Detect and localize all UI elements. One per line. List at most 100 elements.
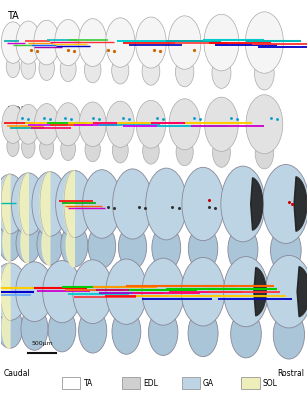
Ellipse shape xyxy=(181,258,225,326)
Polygon shape xyxy=(254,268,266,316)
Ellipse shape xyxy=(0,263,28,320)
Ellipse shape xyxy=(255,138,274,169)
Ellipse shape xyxy=(143,138,159,164)
Ellipse shape xyxy=(188,226,218,272)
Ellipse shape xyxy=(7,136,19,156)
Ellipse shape xyxy=(16,262,53,322)
Ellipse shape xyxy=(212,57,231,88)
Ellipse shape xyxy=(246,95,283,154)
Ellipse shape xyxy=(83,170,121,238)
Ellipse shape xyxy=(55,103,81,146)
Ellipse shape xyxy=(112,309,141,354)
Ellipse shape xyxy=(11,173,45,235)
Ellipse shape xyxy=(148,309,178,356)
Ellipse shape xyxy=(176,138,193,166)
Ellipse shape xyxy=(228,226,258,273)
Ellipse shape xyxy=(205,97,238,151)
Ellipse shape xyxy=(32,172,67,236)
Ellipse shape xyxy=(48,308,76,352)
Ellipse shape xyxy=(146,168,187,240)
Ellipse shape xyxy=(142,258,184,325)
Polygon shape xyxy=(2,307,10,348)
FancyBboxPatch shape xyxy=(182,377,200,389)
Ellipse shape xyxy=(221,166,265,242)
Ellipse shape xyxy=(113,169,152,239)
Ellipse shape xyxy=(213,138,230,167)
Ellipse shape xyxy=(119,225,147,269)
Ellipse shape xyxy=(255,57,274,90)
FancyBboxPatch shape xyxy=(241,377,260,389)
Ellipse shape xyxy=(61,137,75,160)
Ellipse shape xyxy=(60,56,76,82)
Ellipse shape xyxy=(245,12,283,73)
Ellipse shape xyxy=(142,57,160,85)
Text: SOL: SOL xyxy=(263,379,278,388)
Polygon shape xyxy=(294,177,307,231)
Ellipse shape xyxy=(265,256,308,328)
Text: TA: TA xyxy=(7,11,18,21)
Ellipse shape xyxy=(112,138,128,163)
Text: EDL: EDL xyxy=(7,106,26,116)
Ellipse shape xyxy=(37,224,63,265)
Ellipse shape xyxy=(231,310,261,358)
Ellipse shape xyxy=(21,55,36,79)
Text: 500μm: 500μm xyxy=(31,341,53,346)
Ellipse shape xyxy=(1,22,25,63)
Ellipse shape xyxy=(34,20,59,65)
Ellipse shape xyxy=(273,310,305,359)
Ellipse shape xyxy=(79,102,106,146)
Text: TA: TA xyxy=(83,379,93,388)
Ellipse shape xyxy=(106,101,134,147)
Polygon shape xyxy=(19,173,28,235)
Ellipse shape xyxy=(0,307,23,348)
Ellipse shape xyxy=(17,104,40,144)
FancyBboxPatch shape xyxy=(62,377,80,389)
Ellipse shape xyxy=(55,20,82,66)
Ellipse shape xyxy=(169,99,200,150)
Ellipse shape xyxy=(79,308,107,353)
Ellipse shape xyxy=(168,16,201,69)
Text: Caudal: Caudal xyxy=(4,370,30,378)
Ellipse shape xyxy=(188,310,218,357)
Ellipse shape xyxy=(84,56,101,83)
Polygon shape xyxy=(251,178,263,230)
Ellipse shape xyxy=(88,224,116,268)
Ellipse shape xyxy=(204,14,239,71)
Polygon shape xyxy=(3,223,10,261)
Polygon shape xyxy=(40,172,50,236)
Ellipse shape xyxy=(2,105,24,143)
Polygon shape xyxy=(42,224,50,265)
Polygon shape xyxy=(64,170,74,238)
Ellipse shape xyxy=(182,167,224,241)
Ellipse shape xyxy=(43,260,81,323)
Polygon shape xyxy=(21,223,28,263)
Ellipse shape xyxy=(262,164,308,244)
Ellipse shape xyxy=(136,100,166,148)
Ellipse shape xyxy=(224,257,268,327)
Ellipse shape xyxy=(0,223,22,261)
Ellipse shape xyxy=(22,136,35,158)
Ellipse shape xyxy=(176,57,194,87)
Text: EDL: EDL xyxy=(143,379,158,388)
Ellipse shape xyxy=(16,223,41,263)
Ellipse shape xyxy=(79,19,107,66)
Ellipse shape xyxy=(55,170,93,238)
Ellipse shape xyxy=(106,259,147,324)
Text: GA: GA xyxy=(7,278,21,288)
Text: GA: GA xyxy=(203,379,214,388)
Ellipse shape xyxy=(152,225,181,270)
Ellipse shape xyxy=(112,57,129,84)
Text: SOL: SOL xyxy=(7,190,26,200)
Text: Rostral: Rostral xyxy=(277,370,304,378)
Ellipse shape xyxy=(21,307,48,350)
Ellipse shape xyxy=(0,174,26,234)
Ellipse shape xyxy=(34,104,59,145)
Polygon shape xyxy=(1,174,10,234)
Ellipse shape xyxy=(6,55,20,78)
Ellipse shape xyxy=(16,21,41,64)
Ellipse shape xyxy=(136,17,166,68)
Polygon shape xyxy=(66,224,74,267)
Ellipse shape xyxy=(106,18,135,67)
Ellipse shape xyxy=(61,224,88,267)
Ellipse shape xyxy=(39,56,54,80)
